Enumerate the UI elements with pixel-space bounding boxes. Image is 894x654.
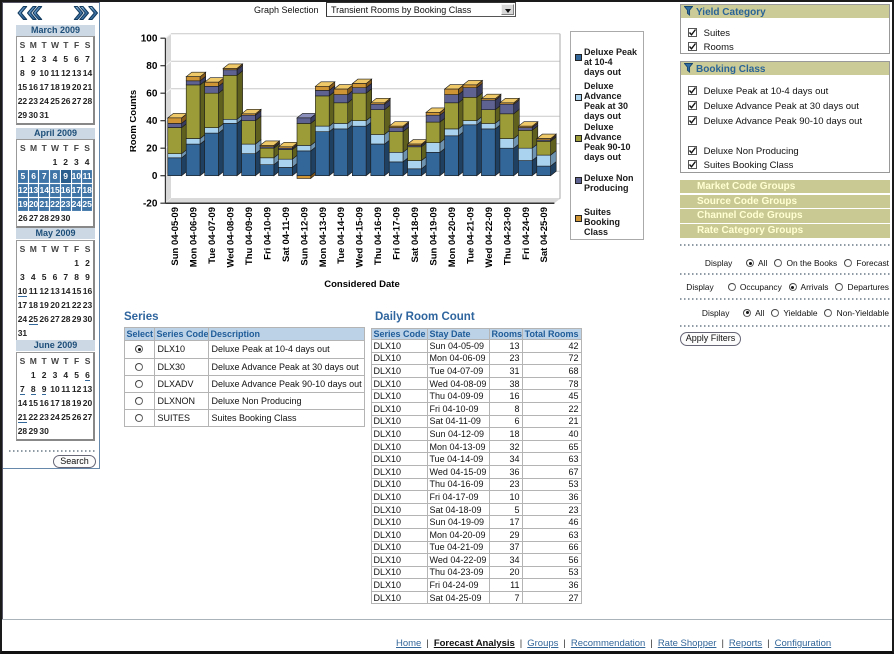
svg-text:Sun 04-19-09: Sun 04-19-09 <box>429 207 440 266</box>
svg-text:Fri 04-24-09: Fri 04-24-09 <box>521 207 532 260</box>
svg-text:-20: -20 <box>143 199 158 210</box>
svg-text:Sat 04-11-09: Sat 04-11-09 <box>281 207 292 262</box>
svg-text:Tue 04-21-09: Tue 04-21-09 <box>465 207 476 264</box>
svg-text:Tue 04-07-09: Tue 04-07-09 <box>207 207 218 264</box>
svg-text:Fri 04-10-09: Fri 04-10-09 <box>262 207 273 260</box>
svg-text:Sun 04-12-09: Sun 04-12-09 <box>299 207 310 266</box>
svg-text:Fri 04-17-09: Fri 04-17-09 <box>392 207 403 260</box>
svg-text:Room Counts: Room Counts <box>130 90 139 152</box>
svg-text:Mon 04-06-09: Mon 04-06-09 <box>189 207 200 267</box>
svg-text:Sun 04-05-09: Sun 04-05-09 <box>170 207 181 266</box>
svg-text:Thu 04-09-09: Thu 04-09-09 <box>244 207 255 265</box>
svg-text:Mon 04-20-09: Mon 04-20-09 <box>447 207 458 267</box>
svg-text:60: 60 <box>146 89 158 100</box>
svg-text:Mon 04-13-09: Mon 04-13-09 <box>318 207 329 267</box>
svg-text:Thu 04-16-09: Thu 04-16-09 <box>373 207 384 265</box>
svg-text:40: 40 <box>146 116 158 127</box>
svg-text:20: 20 <box>146 144 158 155</box>
svg-text:0: 0 <box>152 171 158 182</box>
svg-text:Tue 04-14-09: Tue 04-14-09 <box>336 207 347 264</box>
svg-text:Sat 04-25-09: Sat 04-25-09 <box>539 207 550 262</box>
svg-text:Wed 04-22-09: Wed 04-22-09 <box>484 207 495 268</box>
svg-text:Wed 04-15-09: Wed 04-15-09 <box>355 207 366 268</box>
svg-text:80: 80 <box>146 61 158 72</box>
svg-text:Sat 04-18-09: Sat 04-18-09 <box>410 207 421 262</box>
svg-text:Considered Date: Considered Date <box>324 279 400 290</box>
svg-text:100: 100 <box>141 34 158 45</box>
svg-text:Wed 04-08-09: Wed 04-08-09 <box>226 207 237 268</box>
svg-text:Thu 04-23-09: Thu 04-23-09 <box>502 207 513 265</box>
